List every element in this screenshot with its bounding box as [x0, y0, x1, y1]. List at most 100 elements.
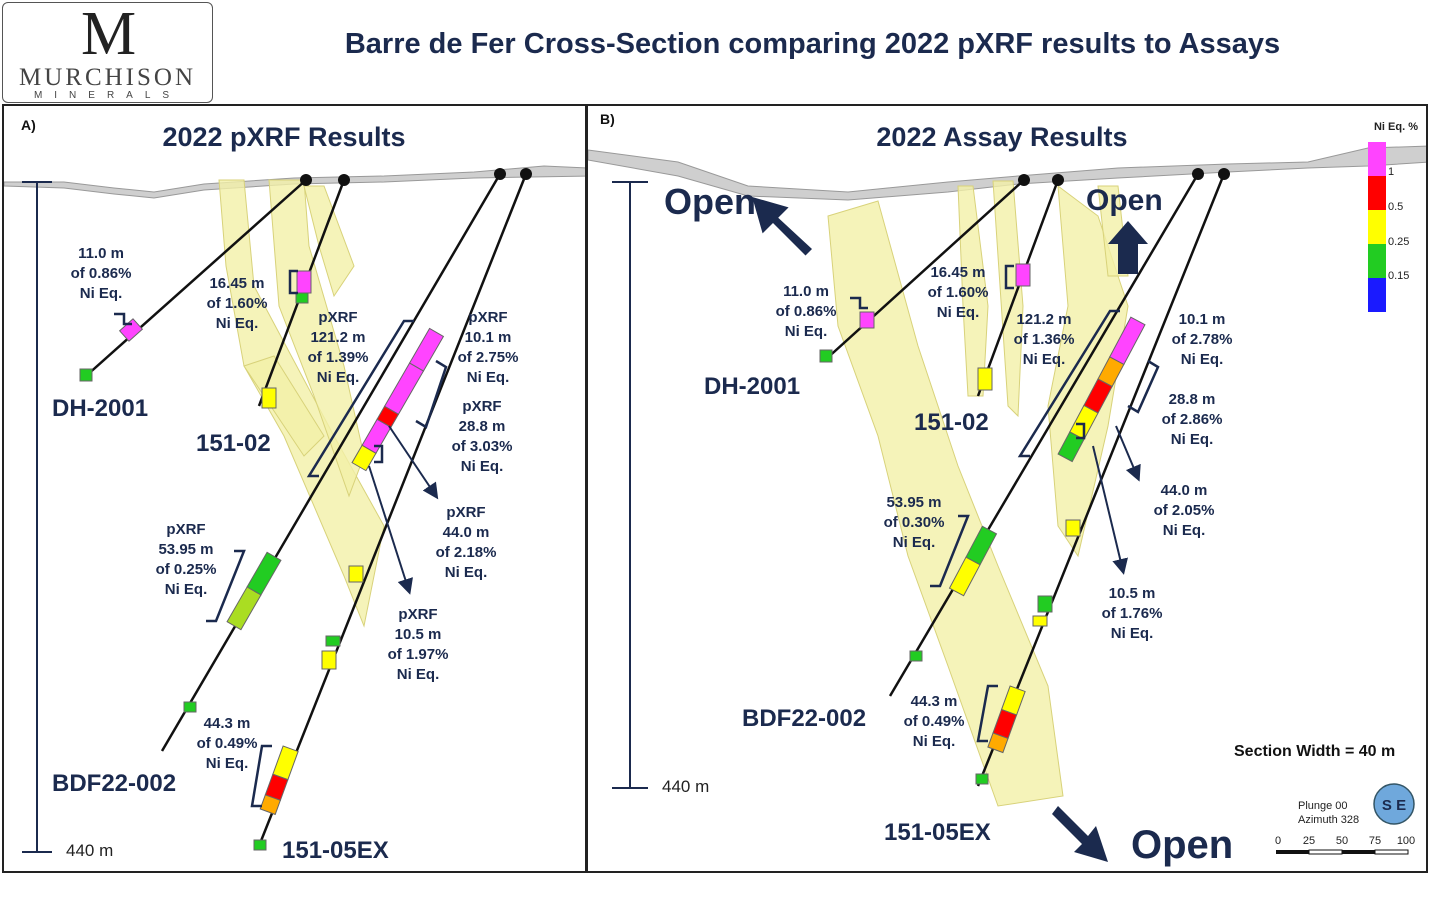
interval-brackets — [114, 269, 448, 808]
panel-b-annotation-line: 10.1 m — [1179, 311, 1226, 328]
legend-label-1: 1 — [1388, 166, 1394, 178]
panel-a-annotation-line: 11.0 m — [78, 245, 124, 262]
panel-a-annotation-line: Ni Eq. — [80, 285, 123, 302]
panel-a-annotation-line: Ni Eq. — [317, 369, 360, 386]
panel-a-annotation-line: of 2.18% — [436, 544, 497, 561]
legend-swatch — [1368, 142, 1386, 176]
panel-b-annotation-6: 44.0 m of 2.05% Ni Eq. — [1154, 482, 1215, 539]
scalebar-75: 75 — [1369, 835, 1381, 847]
panel-a-annotation-line: pXRF — [446, 504, 485, 521]
drill-traces — [85, 173, 528, 847]
panel-a-annotation-line: of 3.03% — [452, 438, 513, 455]
panel-b-annotation-line: Ni Eq. — [1023, 351, 1066, 368]
collars — [300, 168, 532, 186]
panel-a-annotation-line: of 0.49% — [197, 735, 258, 752]
plunge-label: Plunge 00 — [1298, 800, 1348, 812]
page-title: Barre de Fer Cross-Section comparing 202… — [344, 28, 1281, 60]
callout-arrows — [368, 425, 439, 595]
hole-label-dh2001: DH-2001 — [52, 395, 148, 422]
panel-b-annotation-line: Ni Eq. — [937, 304, 980, 321]
panel-a-annotation-line: 10.5 m — [395, 626, 442, 643]
terrain-surface-b — [588, 145, 1426, 201]
panel-b-annotation-line: Ni Eq. — [1181, 351, 1224, 368]
hole-label-15102: 151-02 — [196, 430, 271, 457]
panel-a-annotation-line: of 2.75% — [458, 349, 519, 366]
legend-swatch — [1368, 210, 1386, 244]
legend-swatch — [1368, 176, 1386, 210]
panel-b-annotation-line: of 1.36% — [1014, 331, 1075, 348]
panel-a-annotation-line: 44.3 m — [204, 715, 251, 732]
logo-mark: M — [81, 0, 137, 68]
brand-badge: S E — [1373, 783, 1415, 825]
assay-intervals-b — [819, 263, 1146, 785]
panel-b-annotation-line: of 1.60% — [928, 284, 989, 301]
panel-a-annotation-3: pXRF 121.2 m of 1.39% Ni Eq. — [308, 309, 369, 386]
panel-a-annotation-line: 121.2 m — [310, 329, 365, 346]
mineral-zones-b — [827, 180, 1129, 807]
open-label-left: Open — [664, 181, 756, 222]
brand-badge-text: S E — [1382, 797, 1406, 814]
panel-a-diagram: A) 2022 pXRF Results 440 m — [4, 117, 585, 864]
panel-a-annotation-line: of 0.86% — [71, 265, 132, 282]
legend-title: Ni Eq. % — [1374, 121, 1418, 133]
depth-scale-b — [612, 181, 648, 789]
panel-b: B) 2022 Assay Results 440 m — [586, 104, 1428, 873]
open-arrow-up-left-icon — [752, 197, 812, 256]
legend-label-2: 0.5 — [1388, 201, 1403, 213]
open-labels: Open Open Open — [664, 181, 1233, 867]
mineral-zones — [218, 179, 385, 628]
hole-label-dh2001-b: DH-2001 — [704, 373, 800, 400]
depth-scale — [22, 181, 52, 853]
hole-label-15102-b: 151-02 — [914, 409, 989, 436]
panel-b-annotation-line: of 0.86% — [776, 303, 837, 320]
open-label-top: Open — [1086, 184, 1163, 217]
open-arrow-down-right-icon — [1052, 806, 1108, 862]
panel-a-annotation-line: Ni Eq. — [445, 564, 488, 581]
panel-b-annotation-2: 16.45 m of 1.60% Ni Eq. — [928, 264, 989, 321]
panel-b-annotation-line: Ni Eq. — [1163, 522, 1206, 539]
panel-b-annotation-line: Ni Eq. — [1171, 431, 1214, 448]
panel-a-annotation-4: pXRF 10.1 m of 2.75% Ni Eq. — [458, 309, 519, 386]
logo-name: MURCHISON — [18, 64, 197, 91]
panel-a-annotation-line: pXRF — [462, 398, 501, 415]
panel-b-annotation-3: 121.2 m of 1.36% Ni Eq. — [1014, 311, 1075, 368]
scalebar-50: 50 — [1336, 835, 1348, 847]
open-arrow-up-icon — [1108, 221, 1148, 274]
panel-b-annotation-line: of 2.78% — [1172, 331, 1233, 348]
panel-a-annotation-line: pXRF — [318, 309, 357, 326]
panel-b-annotation-line: Ni Eq. — [1111, 625, 1154, 642]
hole-label-bdf22002: BDF22-002 — [52, 770, 176, 797]
panel-b-annotation-line: Ni Eq. — [913, 733, 956, 750]
azimuth-label: Azimuth 328 — [1298, 814, 1359, 826]
ni-eq-legend: Ni Eq. % 1 0.5 0.25 0.15 — [1368, 121, 1418, 312]
panel-b-annotation-5: 28.8 m of 2.86% Ni Eq. — [1162, 391, 1223, 448]
open-arrows — [752, 197, 1148, 862]
panel-a-annotation-line: Ni Eq. — [467, 369, 510, 386]
hole-labels-a: DH-2001 151-02 BDF22-002 151-05EX — [52, 395, 389, 864]
panel-b-annotation-line: 44.3 m — [911, 693, 958, 710]
legend-swatch — [1368, 244, 1386, 278]
panel-a-tag: A) — [21, 117, 36, 133]
logo-subtitle: MINERALS — [33, 90, 182, 101]
panel-b-annotation-line: of 0.30% — [884, 514, 945, 531]
panel-b-tag: B) — [600, 111, 615, 127]
panel-a-annotation-1: 11.0 m of 0.86% Ni Eq. — [71, 245, 132, 302]
panel-a-annotation-line: pXRF — [468, 309, 507, 326]
section-width-label: Section Width = 40 m — [1234, 743, 1395, 760]
panel-a-annotation-line: Ni Eq. — [461, 458, 504, 475]
open-label-bottom: Open — [1131, 823, 1233, 867]
collars-b — [1018, 168, 1230, 186]
panel-b-annotation-line: 121.2 m — [1016, 311, 1071, 328]
panel-b-annotation-line: 11.0 m — [783, 283, 829, 300]
panel-b-annotation-line: 10.5 m — [1109, 585, 1156, 602]
panel-a-annotation-line: 44.0 m — [443, 524, 490, 541]
panel-a-annotation-8: pXRF 10.5 m of 1.97% Ni Eq. — [388, 606, 449, 683]
legend-label-4: 0.15 — [1388, 270, 1409, 282]
panel-b-annotation-line: 53.95 m — [886, 494, 941, 511]
panel-b-annotation-line: of 2.86% — [1162, 411, 1223, 428]
panel-b-annotation-line: Ni Eq. — [785, 323, 828, 340]
scalebar-0: 0 — [1275, 835, 1281, 847]
panel-a-annotation-line: 16.45 m — [209, 275, 264, 292]
depth-scale-label: 440 m — [66, 841, 113, 860]
assay-intervals — [79, 270, 445, 851]
